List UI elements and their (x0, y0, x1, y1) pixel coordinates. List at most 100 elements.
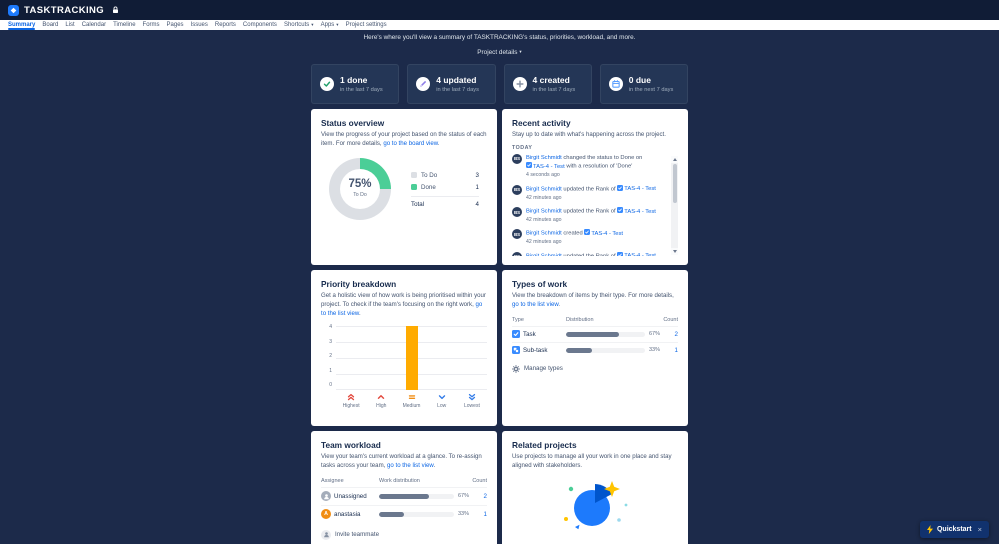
tab-label: Components (242, 22, 277, 28)
scroll-up-arrow-icon[interactable] (672, 157, 677, 161)
check-icon (320, 77, 334, 91)
column-count: Count (472, 477, 487, 484)
count-link[interactable]: 1 (674, 346, 678, 354)
activity-scrollbar[interactable] (671, 155, 678, 255)
gear-icon (512, 364, 520, 373)
tab-pages[interactable]: Pages (167, 20, 184, 30)
stat-due-card[interactable]: 0 due in the next 7 days (599, 64, 688, 104)
legend-value[interactable]: 1 (475, 183, 479, 191)
scroll-down-arrow-icon[interactable] (672, 250, 677, 253)
distribution-percent: 67% (649, 331, 661, 338)
activity-item: BS Birgit Schmidt updated the Rank of TA… (512, 207, 667, 224)
tab-list[interactable]: List (65, 20, 74, 30)
stat-created-card[interactable]: 4 created in the last 7 days (503, 64, 592, 104)
list-view-link[interactable]: go to the list view (321, 300, 483, 317)
count-link[interactable]: 2 (674, 330, 678, 338)
tab-summary[interactable]: Summary (8, 20, 36, 30)
assignee-name: anastasia (334, 510, 361, 518)
project-details-button[interactable]: Project details ▾ (471, 48, 527, 57)
tab-board[interactable]: Board (42, 20, 58, 30)
avatar[interactable]: BS (512, 184, 522, 195)
stat-updated-card[interactable]: 4 updated in the last 7 days (407, 64, 496, 104)
activity-item: BS Birgit Schmidt created TAS-4 - Test 4… (512, 229, 667, 246)
table-header: Type Distribution Count (512, 317, 678, 326)
tab-label: Board (42, 22, 59, 28)
user-link[interactable]: Birgit Schmidt (526, 253, 562, 256)
calendar-icon (608, 77, 623, 91)
issue-link[interactable]: TAS-4 - Test (526, 162, 565, 170)
list-view-link[interactable]: go to the list view (512, 300, 559, 308)
tab-issues[interactable]: Issues (191, 20, 208, 30)
donut-percent: 75% (348, 178, 372, 191)
bar-column-medium (396, 326, 426, 391)
projects-illustration (564, 480, 628, 529)
stat-done-card[interactable]: 1 done in the last 7 days (311, 64, 400, 104)
task-icon (617, 251, 624, 256)
card-description: Use projects to manage all your work in … (512, 453, 672, 469)
tab-project-settings[interactable]: Project settings (346, 20, 387, 30)
issue-link[interactable]: TAS-4 - Test (584, 229, 624, 237)
legend-label: Done (421, 183, 436, 191)
user-link[interactable]: Birgit Schmidt (526, 186, 562, 193)
activity-time: 42 minutes ago (526, 216, 562, 223)
stats-row: 1 done in the last 7 days 4 updated in t… (311, 64, 688, 104)
activity-action: updated the Rank of (563, 186, 616, 193)
donut-label: To Do (353, 191, 367, 198)
close-icon[interactable]: × (977, 525, 982, 534)
app-logo-icon[interactable] (8, 4, 19, 16)
count-link[interactable]: 1 (483, 510, 487, 518)
quickstart-button[interactable]: Quickstart × (919, 521, 989, 538)
activity-suffix: with a resolution of 'Done' (566, 163, 633, 170)
card-title: Recent activity (512, 118, 571, 128)
scrollbar-thumb[interactable] (672, 163, 677, 203)
tab-components[interactable]: Components (243, 20, 277, 30)
tab-timeline[interactable]: Timeline (113, 20, 135, 30)
type-cell: Sub-task (512, 346, 566, 355)
tab-label: Shortcuts (283, 22, 310, 28)
invite-teammate-button[interactable]: Invite teammate (321, 529, 487, 541)
issue-link[interactable]: TAS-4 - Test (617, 251, 656, 256)
legend-value[interactable]: 3 (475, 171, 479, 179)
tab-calendar[interactable]: Calendar (82, 20, 106, 30)
avatar[interactable]: BS (512, 251, 522, 256)
tab-reports[interactable]: Reports (215, 20, 236, 30)
stat-caption: in the last 7 days (340, 86, 383, 93)
count-link[interactable]: 2 (483, 492, 487, 500)
activity-time: 42 minutes ago (526, 194, 562, 201)
legend-item-done[interactable]: Done 1 (411, 181, 479, 193)
distribution-percent: 33% (458, 511, 470, 518)
avatar[interactable]: BS (512, 229, 522, 240)
y-axis: 4 3 2 1 0 (321, 324, 336, 388)
donut-center: 75% To Do (329, 158, 391, 220)
tab-label: Forms (142, 22, 160, 28)
distribution-track (566, 347, 645, 353)
priority-bar-chart: 4 3 2 1 0 (321, 324, 487, 391)
issue-link[interactable]: TAS-4 - Test (617, 184, 656, 192)
activity-item: BS Birgit Schmidt updated the Rank of TA… (512, 184, 667, 202)
scrollbar-track[interactable] (671, 162, 678, 248)
list-view-link[interactable]: go to the list view (387, 461, 434, 469)
activity-action: updated the Rank of (563, 253, 615, 256)
avatar[interactable]: BS (512, 207, 522, 218)
tab-shortcuts[interactable]: Shortcuts ▾ (284, 20, 314, 30)
tab-forms[interactable]: Forms (143, 20, 160, 30)
y-tick: 1 (329, 367, 332, 374)
quickstart-label: Quickstart (936, 526, 972, 533)
avatar[interactable]: BS (512, 153, 522, 164)
board-view-link[interactable]: go to the board view (383, 139, 438, 147)
user-link[interactable]: Birgit Schmidt (526, 208, 562, 215)
legend-item-todo[interactable]: To Do 3 (411, 169, 479, 181)
user-link[interactable]: Birgit Schmidt (526, 230, 562, 237)
priority-high-icon (378, 395, 385, 400)
issue-key: TAS-4 - Test (591, 230, 624, 237)
y-tick: 4 (329, 324, 332, 331)
tab-apps[interactable]: Apps ▾ (321, 20, 339, 30)
bar-medium[interactable] (405, 326, 418, 391)
status-donut-chart[interactable]: 75% To Do (329, 157, 391, 220)
activity-action: created (563, 230, 583, 237)
issue-link[interactable]: TAS-4 - Test (617, 207, 656, 215)
user-link[interactable]: Birgit Schmidt (526, 154, 562, 161)
y-tick: 3 (329, 338, 332, 345)
column-assignee: Assignee (321, 477, 344, 484)
manage-types-button[interactable]: Manage types (512, 364, 678, 374)
